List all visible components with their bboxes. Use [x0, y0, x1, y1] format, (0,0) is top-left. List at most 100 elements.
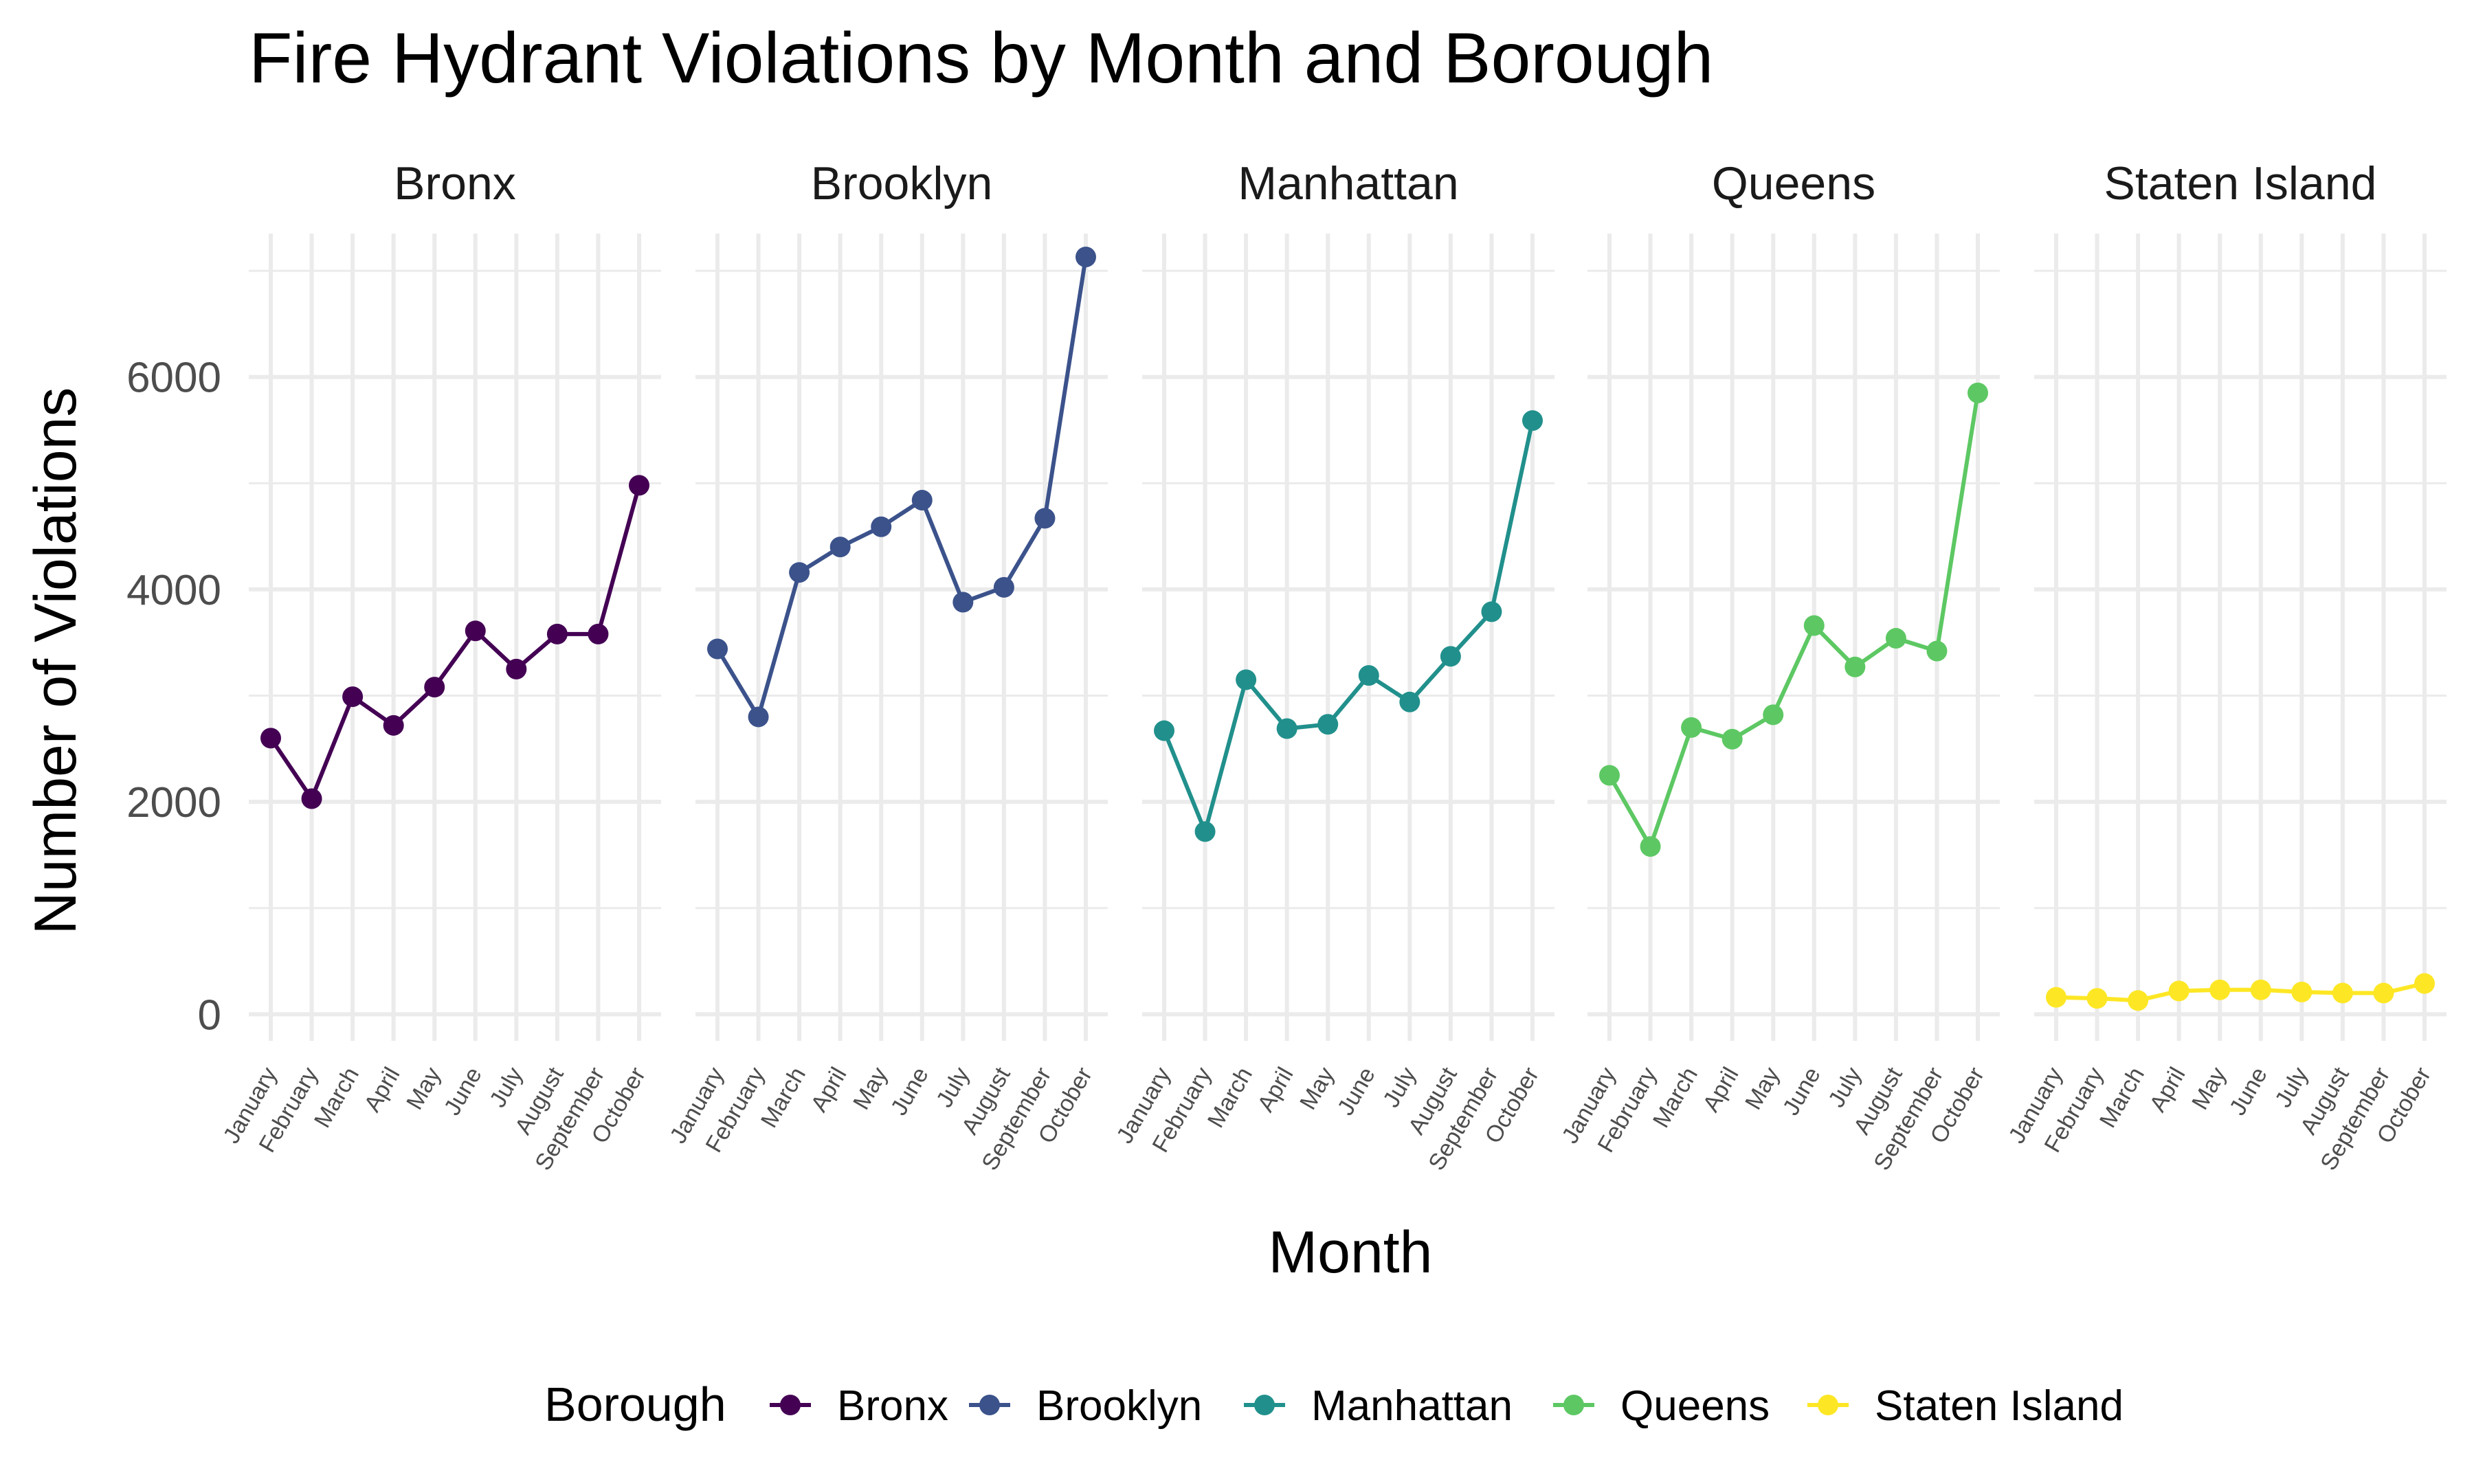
legend-item-manhattan: Manhattan: [1244, 1382, 1513, 1430]
legend-item-bronx: Bronx: [770, 1382, 948, 1430]
data-point-staten-island: [2291, 981, 2313, 1002]
facet-label-manhattan: Manhattan: [1238, 157, 1458, 210]
legend-title: Borough: [544, 1378, 726, 1431]
data-point-manhattan: [1317, 714, 1339, 735]
data-point-bronx: [465, 620, 486, 642]
data-point-queens: [1599, 765, 1620, 786]
y-axis-title: Number of Violations: [23, 387, 89, 935]
data-point-bronx: [629, 475, 649, 496]
facet-label-staten-island: Staten Island: [2104, 157, 2377, 210]
data-point-brooklyn: [911, 490, 933, 511]
x-tick-label: June: [886, 1063, 934, 1120]
data-point-manhattan: [1399, 691, 1420, 712]
chart-title: Fire Hydrant Violations by Month and Bor…: [249, 19, 1713, 98]
data-point-queens: [1926, 640, 1948, 662]
data-point-manhattan: [1236, 669, 1257, 690]
data-point-brooklyn: [993, 576, 1014, 598]
data-point-brooklyn: [789, 562, 810, 583]
y-tick-label: 2000: [126, 779, 221, 827]
x-tick-label: April: [1253, 1063, 1299, 1116]
data-point-bronx: [342, 686, 364, 708]
legend-item-staten-island: Staten Island: [1807, 1382, 2124, 1430]
panel-bronx: BronxJanuaryFebruaryMarchAprilMayJuneJul…: [219, 157, 661, 1175]
x-tick-label: June: [439, 1063, 487, 1120]
legend-items: Bronx Brooklyn Manhattan Queens Staten Islan…: [770, 1382, 2124, 1430]
panel-staten-island: Staten IslandJanuaryFebruaryMarchAprilMa…: [2004, 157, 2447, 1175]
facet-label-bronx: Bronx: [394, 157, 516, 210]
x-tick-label: April: [2145, 1063, 2191, 1116]
series-line-queens: [1607, 392, 1980, 849]
data-point-staten-island: [2250, 979, 2271, 1000]
data-point-queens: [1763, 704, 1784, 726]
series-line-staten-island: [2055, 981, 2425, 1003]
data-point-manhattan: [1522, 410, 1543, 431]
legend-label: Manhattan: [1311, 1382, 1513, 1430]
data-point-staten-island: [2086, 988, 2108, 1009]
legend-label: Queens: [1620, 1382, 1770, 1430]
data-point-bronx: [588, 623, 609, 644]
panel-queens: QueensJanuaryFebruaryMarchAprilMayJuneJu…: [1557, 157, 2000, 1175]
data-point-staten-island: [2373, 982, 2394, 1004]
x-tick-label: April: [1698, 1063, 1744, 1116]
data-point-queens: [1968, 382, 1988, 403]
data-point-staten-island: [2332, 982, 2353, 1004]
data-point-staten-island: [2414, 973, 2435, 994]
data-point-brooklyn: [748, 706, 769, 728]
x-tick-label: April: [359, 1063, 405, 1116]
data-point-brooklyn: [871, 516, 892, 537]
y-tick-label: 4000: [126, 567, 221, 614]
y-axis-ticks: 0 2000 4000 6000: [126, 355, 221, 1039]
data-point-bronx: [546, 623, 568, 644]
data-point-brooklyn: [829, 537, 851, 558]
data-point-queens: [1640, 836, 1661, 857]
data-point-brooklyn: [1076, 247, 1096, 268]
data-point-manhattan: [1440, 646, 1461, 667]
x-tick-label: June: [1778, 1063, 1826, 1120]
legend-key-point: [979, 1395, 1000, 1415]
facet-panels: BronxJanuaryFebruaryMarchAprilMayJuneJul…: [219, 157, 2447, 1175]
data-point-staten-island: [2168, 980, 2189, 1002]
data-point-bronx: [260, 728, 281, 749]
x-tick-label: June: [1333, 1063, 1381, 1120]
data-point-staten-island: [2209, 979, 2231, 1000]
y-tick-label: 6000: [126, 355, 221, 402]
data-point-manhattan: [1154, 720, 1174, 741]
data-point-manhattan: [1481, 601, 1502, 622]
data-point-bronx: [506, 658, 527, 679]
series-line-bronx: [269, 484, 641, 801]
data-point-queens: [1845, 656, 1866, 677]
data-point-queens: [1885, 628, 1906, 649]
x-tick-label: June: [2225, 1063, 2273, 1120]
data-point-queens: [1681, 717, 1702, 738]
legend-label: Bronx: [837, 1382, 948, 1430]
data-point-brooklyn: [952, 592, 974, 613]
data-point-bronx: [424, 677, 445, 698]
legend: Borough Bronx Brooklyn Manhattan Queens Stat…: [544, 1378, 2124, 1431]
data-point-queens: [1803, 615, 1825, 636]
facet-label-brooklyn: Brooklyn: [811, 157, 993, 210]
y-tick-label: 0: [198, 991, 221, 1039]
panel-manhattan: ManhattanJanuaryFebruaryMarchAprilMayJun…: [1112, 157, 1554, 1175]
legend-item-brooklyn: Brooklyn: [969, 1382, 1202, 1430]
panel-brooklyn: BrooklynJanuaryFebruaryMarchAprilMayJune…: [665, 157, 1108, 1175]
legend-label: Brooklyn: [1036, 1382, 1202, 1430]
data-point-manhattan: [1276, 718, 1297, 739]
x-tick-label: April: [806, 1063, 852, 1116]
legend-key-point: [780, 1395, 801, 1415]
legend-item-queens: Queens: [1553, 1382, 1770, 1430]
x-axis-title: Month: [1268, 1219, 1432, 1285]
facet-label-queens: Queens: [1712, 157, 1875, 210]
legend-key-point: [1254, 1395, 1275, 1415]
legend-label: Staten Island: [1875, 1382, 2124, 1430]
data-point-brooklyn: [707, 638, 728, 660]
data-point-queens: [1721, 728, 1743, 750]
data-point-bronx: [301, 788, 322, 809]
data-point-staten-island: [2046, 987, 2066, 1008]
data-point-bronx: [383, 715, 404, 736]
legend-key-point: [1818, 1395, 1838, 1415]
legend-key-point: [1563, 1395, 1584, 1415]
data-point-manhattan: [1358, 665, 1379, 686]
series-line-brooklyn: [715, 256, 1088, 719]
data-point-manhattan: [1194, 821, 1216, 842]
